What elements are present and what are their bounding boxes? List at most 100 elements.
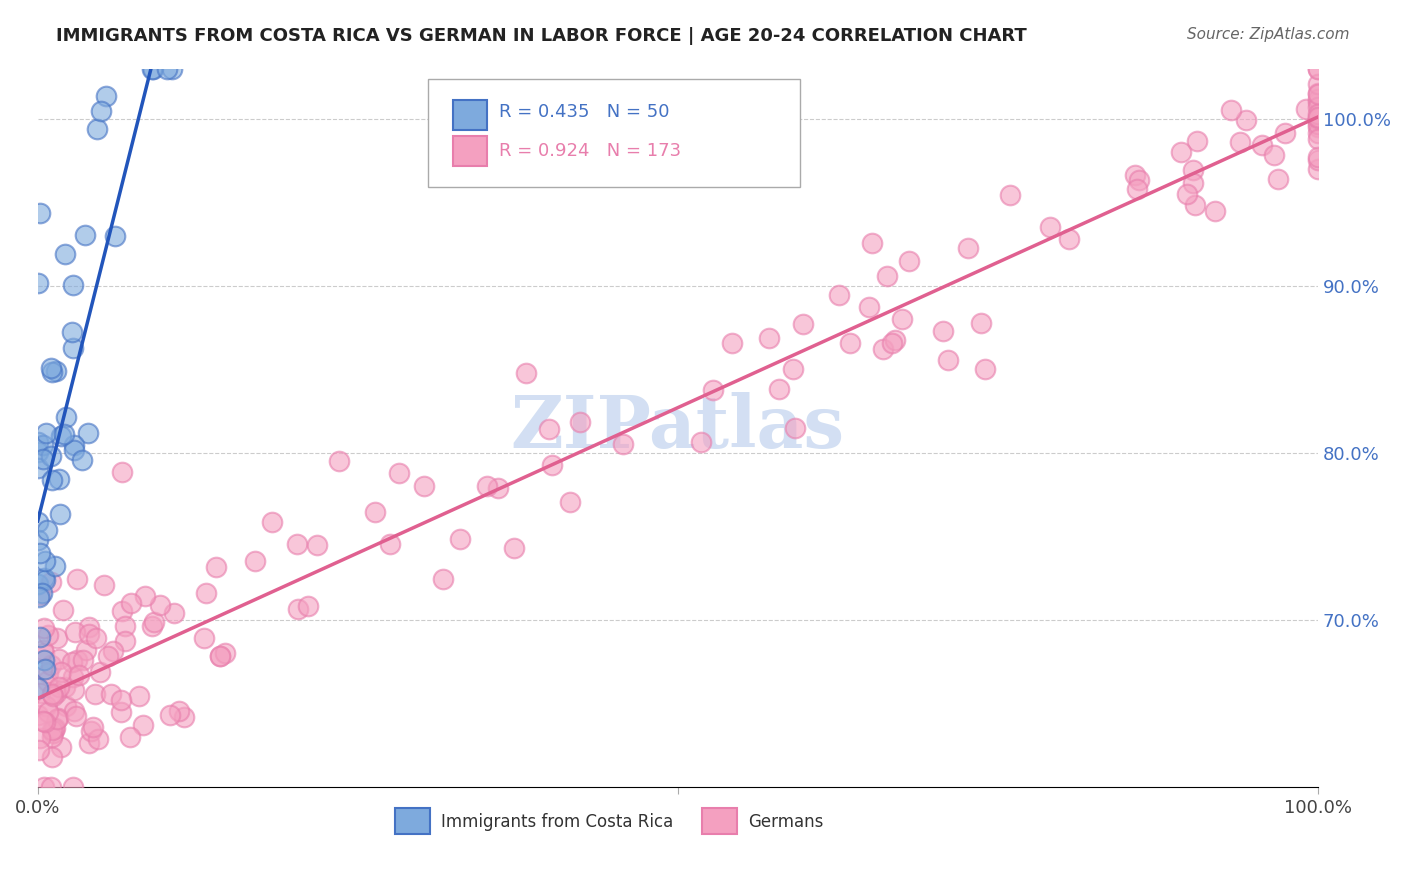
Point: [363, 505, 385, 519]
Point: [41, 687, 63, 701]
Point: [998, 188, 1021, 202]
Point: [209, 648, 232, 663]
Point: [167, 704, 190, 718]
Point: [1181, 177, 1204, 191]
Point: [62, 780, 84, 794]
Point: [432, 572, 454, 586]
Point: [1251, 137, 1274, 152]
Point: [31, 714, 53, 728]
Point: [27, 708, 49, 723]
Point: [84, 631, 107, 645]
Point: [44, 559, 66, 574]
Point: [60, 325, 83, 339]
Point: [28, 731, 51, 745]
Point: [204, 560, 226, 574]
Point: [32, 438, 55, 452]
Point: [307, 538, 329, 552]
Point: [53, 680, 76, 694]
Point: [969, 316, 991, 330]
Point: [60, 656, 83, 670]
Point: [70, 453, 93, 467]
Text: IMMIGRANTS FROM COSTA RICA VS GERMAN IN LABOR FORCE | AGE 20-24 CORRELATION CHAR: IMMIGRANTS FROM COSTA RICA VS GERMAN IN …: [56, 27, 1026, 45]
Point: [1039, 219, 1062, 234]
Point: [120, 596, 142, 610]
Point: [568, 415, 591, 429]
Point: [66, 572, 89, 586]
Point: [34, 661, 56, 675]
Point: [973, 361, 995, 376]
Point: [149, 598, 172, 612]
Point: [214, 646, 236, 660]
Text: Source: ZipAtlas.com: Source: ZipAtlas.com: [1187, 27, 1350, 42]
Point: [828, 287, 851, 301]
Point: [1263, 148, 1285, 162]
Point: [1267, 171, 1289, 186]
Point: [860, 235, 883, 250]
Point: [35, 426, 58, 441]
Point: [80, 723, 103, 738]
Point: [128, 689, 150, 703]
Point: [100, 687, 122, 701]
Point: [1308, 100, 1330, 114]
Point: [35, 523, 58, 537]
Point: [48, 472, 70, 486]
Point: [880, 336, 903, 351]
FancyBboxPatch shape: [453, 100, 486, 130]
Point: [73, 227, 96, 242]
Point: [41, 365, 63, 379]
Point: [1308, 150, 1330, 164]
Point: [413, 479, 436, 493]
Point: [37, 628, 59, 642]
Point: [67, 667, 90, 681]
Point: [1308, 132, 1330, 146]
Point: [1185, 134, 1208, 148]
Text: Germans: Germans: [748, 813, 824, 830]
Point: [163, 607, 186, 621]
Point: [883, 333, 905, 347]
Point: [41, 730, 63, 744]
FancyBboxPatch shape: [453, 136, 486, 166]
Point: [46, 711, 69, 725]
Point: [83, 687, 105, 701]
Point: [111, 465, 134, 479]
Point: [28, 206, 51, 220]
Text: ZIPatlas: ZIPatlas: [510, 392, 845, 463]
Point: [28, 590, 51, 604]
Point: [48, 652, 70, 666]
Point: [30, 546, 52, 560]
Point: [132, 717, 155, 731]
Point: [503, 541, 526, 555]
Point: [838, 336, 860, 351]
Point: [46, 631, 69, 645]
Point: [1308, 91, 1330, 105]
Point: [1308, 62, 1330, 76]
Point: [62, 341, 84, 355]
Point: [27, 516, 49, 530]
Point: [208, 649, 231, 664]
Point: [110, 692, 132, 706]
Point: [1308, 95, 1330, 110]
Point: [287, 602, 309, 616]
Point: [28, 588, 51, 602]
Point: [27, 276, 49, 290]
Point: [41, 750, 63, 764]
Point: [938, 353, 960, 368]
Point: [1308, 112, 1330, 127]
Point: [49, 429, 72, 443]
Point: [86, 121, 108, 136]
Point: [45, 364, 67, 378]
Point: [243, 554, 266, 568]
Point: [37, 705, 59, 719]
Point: [1234, 113, 1257, 128]
Point: [32, 646, 55, 660]
Point: [44, 722, 66, 736]
Point: [768, 382, 790, 396]
Point: [32, 622, 55, 636]
Point: [31, 642, 53, 657]
Point: [537, 421, 560, 435]
Point: [31, 451, 53, 466]
Point: [28, 630, 51, 644]
Point: [380, 536, 402, 550]
Point: [32, 780, 55, 794]
Point: [46, 712, 69, 726]
